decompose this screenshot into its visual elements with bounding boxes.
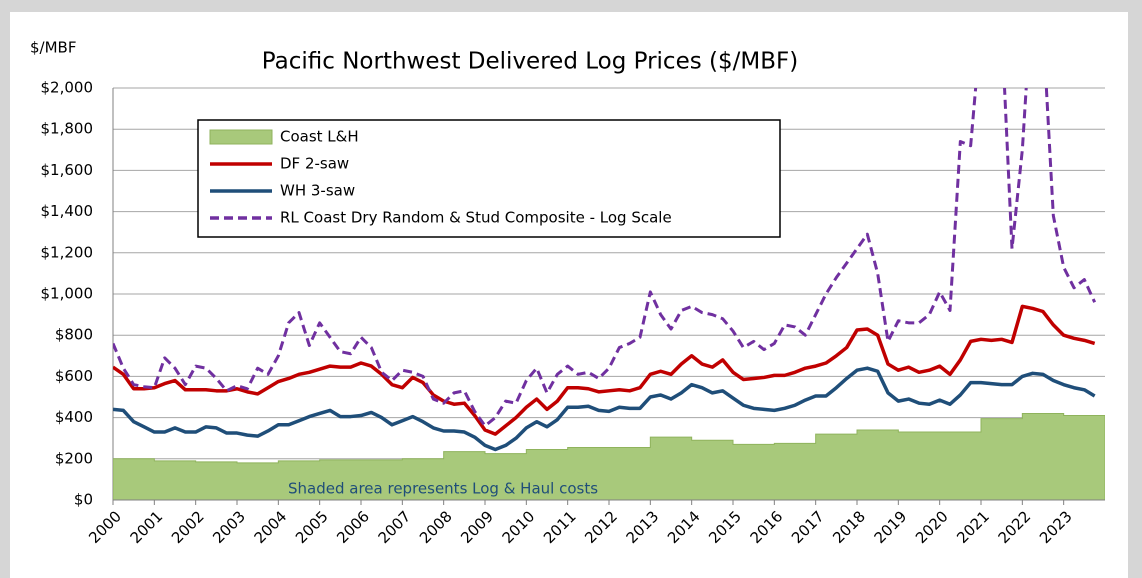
y-tick-label: $1,400 <box>41 202 94 220</box>
chart-title: Pacific Northwest Delivered Log Prices (… <box>262 49 798 75</box>
annotation: Shaded area represents Log & Haul costs <box>288 480 598 498</box>
y-tick-label: $0 <box>74 491 93 509</box>
y-tick-label: $1,600 <box>41 161 94 179</box>
y-tick-label: $400 <box>55 408 93 426</box>
legend-label: RL Coast Dry Random & Stud Composite - L… <box>280 209 672 227</box>
line <box>113 366 1096 452</box>
area <box>113 412 1105 500</box>
y-tick-label: $600 <box>55 367 93 385</box>
plot-area <box>113 88 1105 500</box>
legend-label: Coast L&H <box>280 128 359 146</box>
line <box>113 304 1096 436</box>
y-tick-label: $1,200 <box>41 243 94 261</box>
legend-box <box>197 119 781 238</box>
y-tick-label: $1,000 <box>41 285 94 303</box>
y-tick-label: $2,000 <box>41 79 94 97</box>
y-tick-label: $800 <box>55 326 93 344</box>
legend-label: DF 2-saw <box>280 155 349 173</box>
line <box>113 88 1097 428</box>
y-tick-label: $200 <box>55 449 93 467</box>
y-tick-label: $1,800 <box>41 120 94 138</box>
legend-swatch <box>209 129 273 145</box>
y-unit-label: $/MBF <box>30 39 76 57</box>
legend-label: WH 3-saw <box>280 182 355 200</box>
